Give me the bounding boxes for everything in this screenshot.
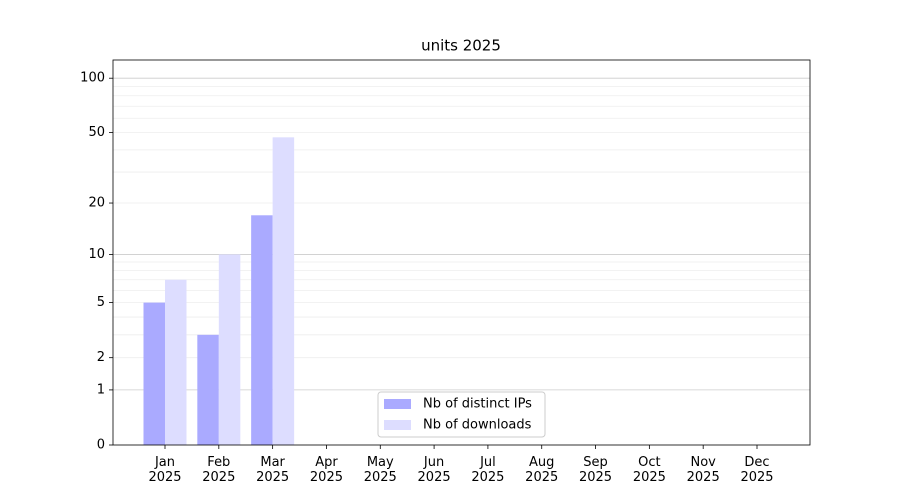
plot-frame bbox=[112, 59, 811, 446]
x-tick-label: Jun 2025 bbox=[418, 455, 451, 485]
legend-label: Nb of downloads bbox=[423, 418, 532, 433]
y-tick-label: 10 bbox=[88, 247, 105, 262]
y-tick-label: 2 bbox=[97, 350, 105, 365]
x-tick-label: Apr 2025 bbox=[310, 455, 343, 485]
y-tick-label: 5 bbox=[97, 295, 105, 310]
x-tick-label: Jul 2025 bbox=[471, 455, 504, 485]
x-tick-label: Oct 2025 bbox=[633, 455, 666, 485]
bar bbox=[251, 215, 273, 445]
legend-box bbox=[377, 391, 546, 438]
x-tick-label: Nov 2025 bbox=[687, 455, 720, 485]
bar bbox=[165, 279, 187, 445]
y-tick-label: 50 bbox=[88, 125, 105, 140]
x-tick-label: Sep 2025 bbox=[579, 455, 612, 485]
y-tick-label: 100 bbox=[80, 71, 105, 86]
legend-label: Nb of distinct IPs bbox=[423, 397, 532, 412]
x-tick-label: Aug 2025 bbox=[525, 455, 558, 485]
chart-title: units 2025 bbox=[421, 37, 501, 55]
legend-swatch bbox=[384, 420, 411, 430]
x-tick-label: Feb 2025 bbox=[202, 455, 235, 485]
bar bbox=[143, 302, 165, 445]
x-tick-label: Mar 2025 bbox=[256, 455, 289, 485]
y-tick-label: 20 bbox=[88, 196, 105, 211]
x-tick-label: Jan 2025 bbox=[148, 455, 181, 485]
bar bbox=[197, 334, 219, 445]
bar bbox=[272, 137, 295, 446]
y-tick-label: 1 bbox=[97, 382, 105, 397]
y-tick-label: 0 bbox=[97, 438, 105, 453]
x-tick-label: Dec 2025 bbox=[740, 455, 773, 485]
legend-swatch bbox=[384, 399, 411, 409]
x-tick-label: May 2025 bbox=[364, 455, 397, 485]
bar bbox=[218, 254, 241, 445]
